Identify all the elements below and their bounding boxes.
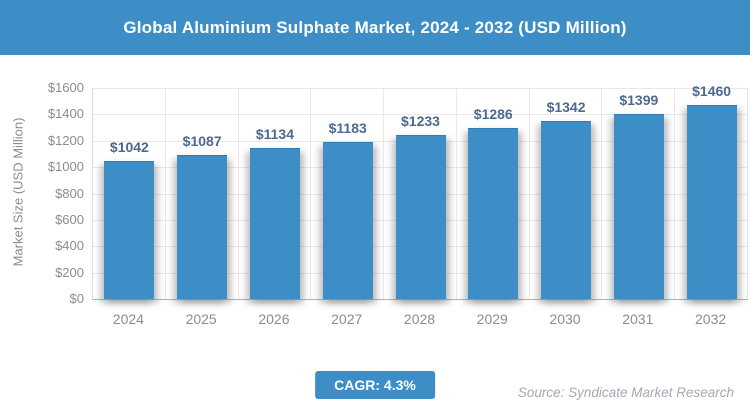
- y-tick-label: $600: [55, 211, 84, 227]
- bar-value-label: $1233: [401, 113, 440, 130]
- chart-title: Global Aluminium Sulphate Market, 2024 -…: [123, 17, 627, 37]
- source-attribution: Source: Syndicate Market Research: [517, 385, 734, 400]
- y-tick-label: $1600: [47, 80, 84, 95]
- chart-title-bar: Global Aluminium Sulphate Market, 2024 -…: [0, 0, 750, 55]
- v-gridline: [238, 88, 239, 299]
- bar-2025: [177, 154, 228, 299]
- bar-value-label: $1286: [473, 106, 513, 123]
- x-tick-label: 2032: [695, 311, 727, 327]
- bar-2028: [395, 135, 446, 299]
- v-gridline: [674, 88, 675, 299]
- v-gridline: [310, 88, 311, 299]
- cagr-label: CAGR: 4.3%: [334, 377, 416, 393]
- y-tick-label: $200: [55, 264, 84, 280]
- plot-area: $1042 $1087 $1134 $1183 $1233 $1286 $1342 $1399…: [92, 83, 748, 300]
- x-tick-label: 2025: [185, 311, 217, 327]
- v-gridline: [383, 88, 384, 299]
- bar-value-label: $1460: [692, 83, 732, 100]
- v-gridline: [165, 88, 166, 299]
- v-gridline: [601, 88, 602, 299]
- y-tick-label: $400: [55, 238, 84, 254]
- y-tick-label: $0: [69, 291, 84, 306]
- v-gridline: [747, 88, 748, 299]
- x-tick-label: 2031: [622, 311, 654, 327]
- bar-2031: [613, 113, 664, 299]
- v-gridline: [456, 88, 457, 299]
- h-gridline: [93, 88, 748, 89]
- v-gridline: [529, 88, 530, 299]
- bar-2029: [468, 128, 519, 299]
- bar-value-label: $1134: [255, 126, 295, 143]
- bar-2026: [249, 148, 300, 299]
- bar-value-label: $1183: [328, 120, 367, 136]
- bar-value-label: $1042: [109, 138, 149, 155]
- bar-2030: [541, 121, 592, 299]
- y-tick-label: $800: [55, 185, 84, 201]
- cagr-badge: CAGR: 4.3%: [315, 371, 435, 399]
- h-gridline: [93, 114, 748, 116]
- x-tick-label: 2026: [258, 311, 290, 327]
- bar-value-label: $1087: [182, 132, 222, 149]
- x-tick-label: 2030: [549, 311, 581, 327]
- x-tick-label: 2027: [331, 311, 363, 327]
- x-tick-label: 2028: [403, 311, 436, 327]
- bar-2032: [686, 105, 737, 299]
- bar-value-label: $1399: [619, 91, 659, 108]
- x-tick-label: 2024: [112, 311, 144, 327]
- y-tick-label: $1200: [47, 132, 84, 148]
- bar-value-label: $1342: [546, 99, 586, 116]
- y-tick-label: $1400: [47, 106, 84, 122]
- y-tick-label: $1000: [47, 159, 84, 175]
- bar-2024: [104, 160, 155, 299]
- bar-2027: [322, 142, 373, 299]
- x-tick-label: 2029: [476, 311, 508, 327]
